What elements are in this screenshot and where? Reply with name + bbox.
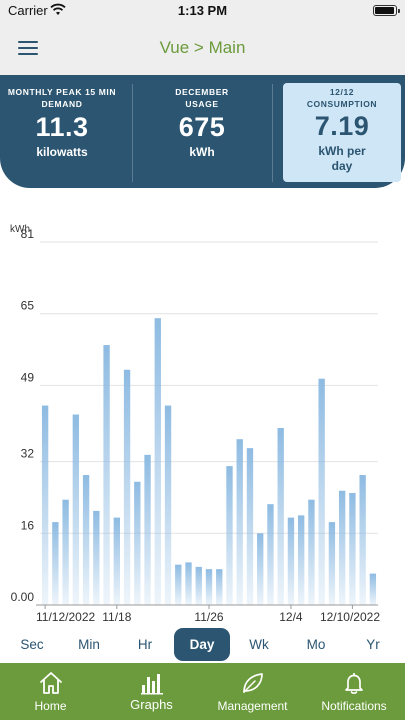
bar bbox=[185, 562, 192, 605]
bottom-tab-bar: Home Graphs Management bbox=[0, 663, 405, 720]
wifi-icon bbox=[50, 3, 66, 21]
bar bbox=[103, 345, 110, 605]
bar bbox=[308, 499, 315, 605]
bar bbox=[359, 475, 366, 605]
bar bbox=[134, 481, 141, 605]
bar bbox=[82, 475, 90, 605]
metrics-panel: MONTHLY PEAK 15 MIN DEMAND 11.3 kilowatt… bbox=[0, 75, 405, 188]
usage-chart[interactable]: kWh 81 65 49 32 16 0.00 11/12/2022 11/18 11/26 12/… bbox=[0, 220, 405, 630]
bar bbox=[236, 439, 243, 605]
bar bbox=[298, 515, 305, 605]
range-tab-day[interactable]: Day bbox=[174, 628, 230, 661]
range-tab-wk[interactable]: Wk bbox=[249, 637, 269, 652]
tab-label: Management bbox=[217, 699, 288, 713]
bar bbox=[257, 533, 264, 605]
metric-label: DECEMBER USAGE bbox=[175, 87, 229, 109]
bar bbox=[93, 510, 100, 605]
y-tick-label: 81 bbox=[21, 227, 35, 241]
tab-label: Notifications bbox=[321, 699, 387, 713]
bar bbox=[349, 492, 356, 605]
y-tick-label: 0.00 bbox=[11, 590, 35, 604]
metric-daily-consumption[interactable]: 12/12 CONSUMPTION 7.19 kWh per day bbox=[283, 83, 401, 182]
bar bbox=[154, 318, 161, 605]
x-tick-label: 12/10/2022 bbox=[320, 610, 380, 624]
page-title: Vue > Main bbox=[159, 38, 246, 57]
metric-value: 7.19 bbox=[314, 111, 370, 141]
time-range-selector: Sec Min Hr Day Wk Mo Yr bbox=[0, 628, 405, 662]
range-tab-hr[interactable]: Hr bbox=[137, 637, 153, 652]
metric-unit: kWh per day bbox=[318, 144, 366, 173]
bar bbox=[328, 522, 336, 605]
bar bbox=[338, 490, 346, 605]
status-time: 1:13 PM bbox=[177, 3, 228, 18]
range-tab-min[interactable]: Min bbox=[78, 637, 100, 652]
range-tab-mo[interactable]: Mo bbox=[306, 637, 326, 652]
bar bbox=[113, 517, 120, 605]
bar bbox=[123, 369, 131, 605]
metric-unit: kWh bbox=[189, 145, 215, 159]
x-tick-label: 11/26 bbox=[194, 610, 223, 624]
metric-value: 11.3 bbox=[35, 112, 89, 142]
bell-icon bbox=[341, 671, 367, 700]
y-tick-label: 16 bbox=[21, 518, 35, 532]
metric-label: MONTHLY PEAK 15 MIN DEMAND bbox=[7, 87, 117, 109]
tab-home[interactable]: Home bbox=[0, 663, 101, 720]
metric-value: 675 bbox=[178, 112, 226, 142]
tab-graphs[interactable]: Graphs bbox=[101, 663, 202, 720]
x-tick-label: 11/12/2022 bbox=[36, 610, 95, 624]
bar bbox=[369, 573, 377, 605]
bar bbox=[267, 504, 274, 605]
tab-management[interactable]: Management bbox=[202, 663, 303, 720]
status-bar: Carrier 1:13 PM bbox=[0, 0, 405, 22]
y-tick-label: 32 bbox=[21, 447, 35, 461]
bar bbox=[144, 454, 151, 605]
bar bbox=[41, 405, 49, 605]
bar bbox=[216, 569, 223, 605]
metric-divider bbox=[272, 84, 273, 182]
range-tab-yr[interactable]: Yr bbox=[366, 637, 380, 652]
tab-label: Graphs bbox=[130, 697, 173, 712]
tab-notifications[interactable]: Notifications bbox=[303, 663, 405, 720]
bar bbox=[175, 564, 182, 605]
bar bbox=[246, 448, 254, 605]
leaf-icon bbox=[240, 671, 266, 700]
bar bbox=[164, 405, 172, 605]
carrier-label: Carrier bbox=[8, 3, 48, 18]
x-tick-label: 11/18 bbox=[102, 610, 131, 624]
range-tab-sec[interactable]: Sec bbox=[20, 637, 44, 652]
bar bbox=[52, 522, 59, 605]
bar bbox=[318, 378, 325, 605]
metric-label: 12/12 CONSUMPTION bbox=[306, 87, 378, 109]
metric-monthly-usage: DECEMBER USAGE 675 kWh bbox=[143, 84, 261, 182]
metric-divider bbox=[132, 84, 133, 182]
metric-peak-demand: MONTHLY PEAK 15 MIN DEMAND 11.3 kilowatt… bbox=[3, 84, 121, 182]
tab-label: Home bbox=[34, 699, 67, 713]
graphs-icon bbox=[139, 671, 165, 700]
y-axis-label: kWh bbox=[10, 224, 30, 235]
metric-unit: kilowatts bbox=[36, 145, 88, 159]
nav-bar: Vue > Main bbox=[0, 22, 405, 75]
bar bbox=[195, 566, 202, 605]
y-tick-label: 65 bbox=[21, 299, 35, 313]
bar bbox=[205, 569, 213, 605]
bar bbox=[277, 427, 284, 605]
y-tick-label: 49 bbox=[21, 370, 35, 384]
bar bbox=[287, 517, 295, 605]
x-tick-label: 12/4 bbox=[279, 610, 303, 624]
bar bbox=[72, 414, 80, 605]
battery-icon bbox=[373, 5, 400, 16]
bar bbox=[62, 499, 69, 605]
bar bbox=[226, 466, 233, 605]
home-icon bbox=[38, 671, 64, 700]
hamburger-menu-icon[interactable] bbox=[18, 41, 38, 55]
